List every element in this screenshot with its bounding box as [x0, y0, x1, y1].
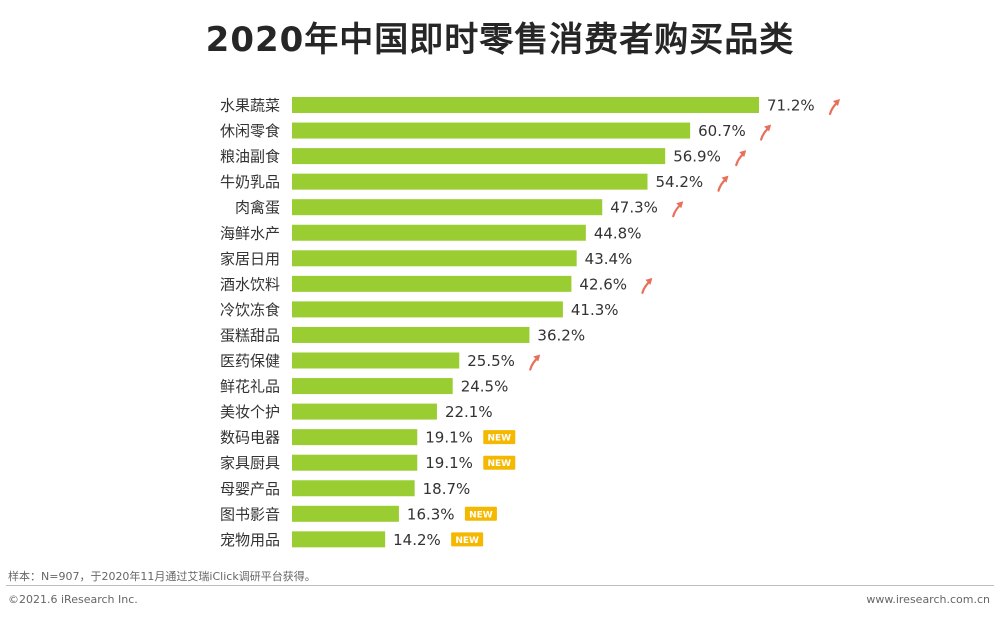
sample-note: 样本：N=907，于2020年11月通过艾瑞iClick调研平台获得。 [8, 570, 316, 583]
value-label: 14.2% [393, 531, 441, 549]
up-arrow-head [721, 175, 729, 183]
category-label: 医药保健 [220, 352, 280, 370]
up-arrow-icon [735, 150, 747, 167]
category-label: 母婴产品 [220, 480, 280, 498]
chart-title: 2020年中国即时零售消费者购买品类 [205, 20, 795, 60]
value-label: 16.3% [407, 505, 455, 523]
up-arrow-icon [529, 354, 541, 371]
bar [292, 301, 563, 318]
new-badge-text: NEW [487, 434, 511, 444]
bar-chart: 水果蔬菜 71.2% 休闲零食 60.7% 粮油副食 56.9% 牛奶乳品 54.2% 肉禽蛋 4… [220, 97, 840, 549]
value-label: 18.7% [423, 480, 471, 498]
up-arrow-icon [672, 201, 684, 218]
new-badge-bg [451, 532, 484, 547]
category-label: 牛奶乳品 [220, 173, 280, 191]
category-label: 海鲜水产 [220, 224, 280, 242]
value-label: 56.9% [673, 148, 721, 166]
new-badge-bg [483, 430, 516, 445]
value-label: 43.4% [585, 250, 633, 268]
new-badge: NEW [451, 532, 484, 547]
bar [292, 352, 460, 369]
category-label: 酒水饮料 [220, 275, 280, 293]
new-badge-bg [464, 506, 497, 521]
category-label: 数码电器 [220, 429, 280, 447]
up-arrow-head [833, 99, 840, 106]
bar [292, 378, 453, 395]
category-label: 蛋糕甜品 [220, 326, 280, 344]
bar [292, 403, 437, 420]
bar [292, 148, 666, 165]
category-label: 鲜花礼品 [220, 378, 280, 396]
value-label: 42.6% [579, 275, 627, 293]
value-label: 41.3% [571, 301, 619, 319]
bar [292, 531, 386, 548]
up-arrow-icon [717, 175, 729, 192]
new-badge-bg [483, 455, 516, 470]
new-badge-text: NEW [487, 459, 511, 469]
bar [292, 429, 418, 446]
bars-layer: 水果蔬菜 71.2% 休闲零食 60.7% 粮油副食 56.9% 牛奶乳品 54.2% 肉禽蛋 4… [220, 97, 840, 549]
value-label: 54.2% [655, 173, 703, 191]
category-label: 粮油副食 [220, 148, 280, 166]
bar [292, 97, 759, 113]
new-badge: NEW [483, 455, 516, 470]
up-arrow-icon [828, 99, 840, 116]
bar [292, 199, 603, 216]
value-label: 22.1% [445, 403, 493, 421]
value-label: 47.3% [610, 199, 658, 217]
new-badge-text: NEW [455, 536, 479, 546]
new-badge-text: NEW [469, 510, 493, 520]
value-label: 24.5% [461, 378, 509, 396]
bar [292, 480, 415, 497]
new-badge: NEW [483, 430, 516, 445]
copyright-text: ©2021.6 iResearch Inc. [8, 593, 138, 606]
new-badge: NEW [464, 506, 497, 521]
value-label: 25.5% [467, 352, 515, 370]
value-label: 19.1% [425, 454, 473, 472]
bar [292, 250, 577, 267]
category-label: 水果蔬菜 [220, 97, 280, 115]
up-arrow-head [676, 201, 684, 209]
value-label: 60.7% [698, 122, 746, 140]
website-link[interactable]: www.iresearch.com.cn [866, 593, 990, 606]
category-label: 休闲零食 [220, 122, 280, 140]
category-label: 家居日用 [220, 250, 280, 268]
up-arrow-head [533, 354, 541, 362]
value-label: 19.1% [425, 429, 473, 447]
category-label: 肉禽蛋 [235, 199, 280, 217]
up-arrow-head [739, 150, 747, 158]
category-label: 美妆个护 [220, 403, 280, 421]
bar [292, 224, 586, 241]
up-arrow-head [764, 124, 772, 132]
bar [292, 505, 399, 522]
category-label: 家具厨具 [220, 454, 280, 472]
up-arrow-head [645, 277, 653, 285]
bar [292, 454, 418, 471]
value-label: 36.2% [537, 326, 585, 344]
value-label: 44.8% [594, 224, 642, 242]
category-label: 冷饮冻食 [220, 301, 280, 319]
bar [292, 122, 691, 139]
category-label: 图书影音 [220, 505, 280, 523]
footer-divider [6, 585, 994, 586]
value-label: 71.2% [767, 97, 815, 115]
bar [292, 173, 648, 190]
bar [292, 326, 530, 343]
up-arrow-icon [760, 124, 772, 141]
up-arrow-icon [641, 277, 653, 294]
category-label: 宠物用品 [220, 531, 280, 549]
bar [292, 275, 572, 292]
